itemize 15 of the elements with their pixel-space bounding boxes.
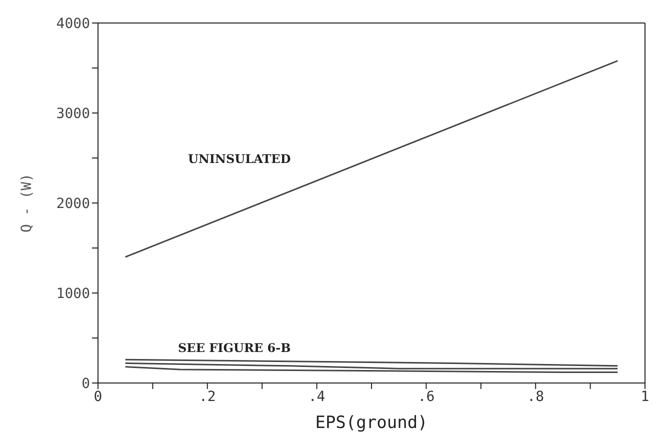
x-axis-title: EPS(ground) [315, 413, 428, 433]
x-tick-label: .6 [418, 388, 435, 405]
y-tick-label: 2000 [56, 196, 90, 212]
x-tick-label: 1 [640, 388, 650, 405]
annotation: SEE FIGURE 6-B [178, 341, 291, 355]
y-tick-label: 1000 [56, 286, 90, 302]
x-tick-label: 0 [94, 388, 102, 405]
y-tick-label: 3000 [56, 106, 90, 122]
annotation: UNINSULATED [188, 152, 291, 166]
x-tick-label: .8 [527, 388, 544, 405]
x-tick-label: .2 [198, 388, 216, 405]
y-tick-label: 4000 [56, 16, 90, 32]
y-tick-label: 0 [82, 376, 90, 392]
x-tick-label: .4 [308, 388, 326, 405]
y-axis-title: Q - (W) [18, 173, 35, 233]
